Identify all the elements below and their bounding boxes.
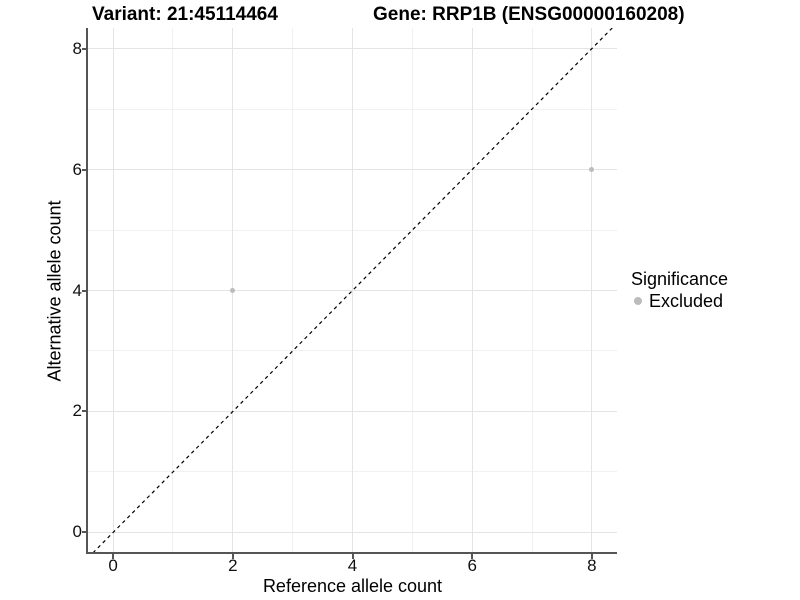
- x-tick-label: 8: [587, 556, 597, 575]
- y-tick-mark: [82, 289, 88, 292]
- y-tick-label: 4: [72, 280, 82, 300]
- x-tick-mark: [471, 553, 474, 559]
- legend-entry-label: Excluded: [649, 291, 724, 311]
- legend-title: Significance: [631, 269, 729, 289]
- identity-line: [91, 28, 614, 553]
- data-point: [230, 288, 236, 293]
- y-tick-label: 6: [72, 159, 82, 179]
- x-axis-title: Reference allele count: [262, 576, 443, 596]
- y-axis-title: Alternative allele count: [44, 200, 65, 382]
- x-tick-label: 4: [347, 556, 358, 575]
- gridline-y-major: [88, 531, 617, 533]
- plot-title-gene: Gene: RRP1B (ENSG00000160208): [373, 4, 685, 25]
- x-tick-label: 2: [228, 556, 238, 575]
- legend: Significance Excluded: [631, 269, 728, 311]
- y-tick-mark: [82, 47, 88, 50]
- x-tick-label: 0: [108, 556, 118, 575]
- y-tick-label: 8: [72, 38, 82, 58]
- x-tick-mark: [231, 553, 234, 559]
- gridline-y-major: [88, 410, 617, 412]
- plot-panel: [88, 28, 617, 553]
- gridline-y-major: [88, 169, 617, 171]
- y-tick-mark: [82, 168, 88, 171]
- y-tick-mark: [82, 531, 88, 534]
- y-tick-mark: [82, 410, 88, 413]
- x-tick-mark: [112, 553, 115, 559]
- y-tick-label: 0: [72, 522, 82, 542]
- gridline-y-major: [88, 48, 617, 50]
- x-tick-label: 6: [467, 556, 477, 575]
- legend-point-swatch: [634, 297, 642, 305]
- plot-title-variant: Variant: 21:45114464: [92, 4, 278, 25]
- legend-entries: Excluded: [631, 291, 728, 311]
- x-tick-mark: [351, 553, 354, 559]
- x-tick-mark: [590, 553, 593, 559]
- y-tick-label: 2: [72, 401, 82, 421]
- data-point: [589, 167, 595, 173]
- legend-entry: Excluded: [631, 291, 728, 311]
- gridline-y-major: [88, 290, 617, 291]
